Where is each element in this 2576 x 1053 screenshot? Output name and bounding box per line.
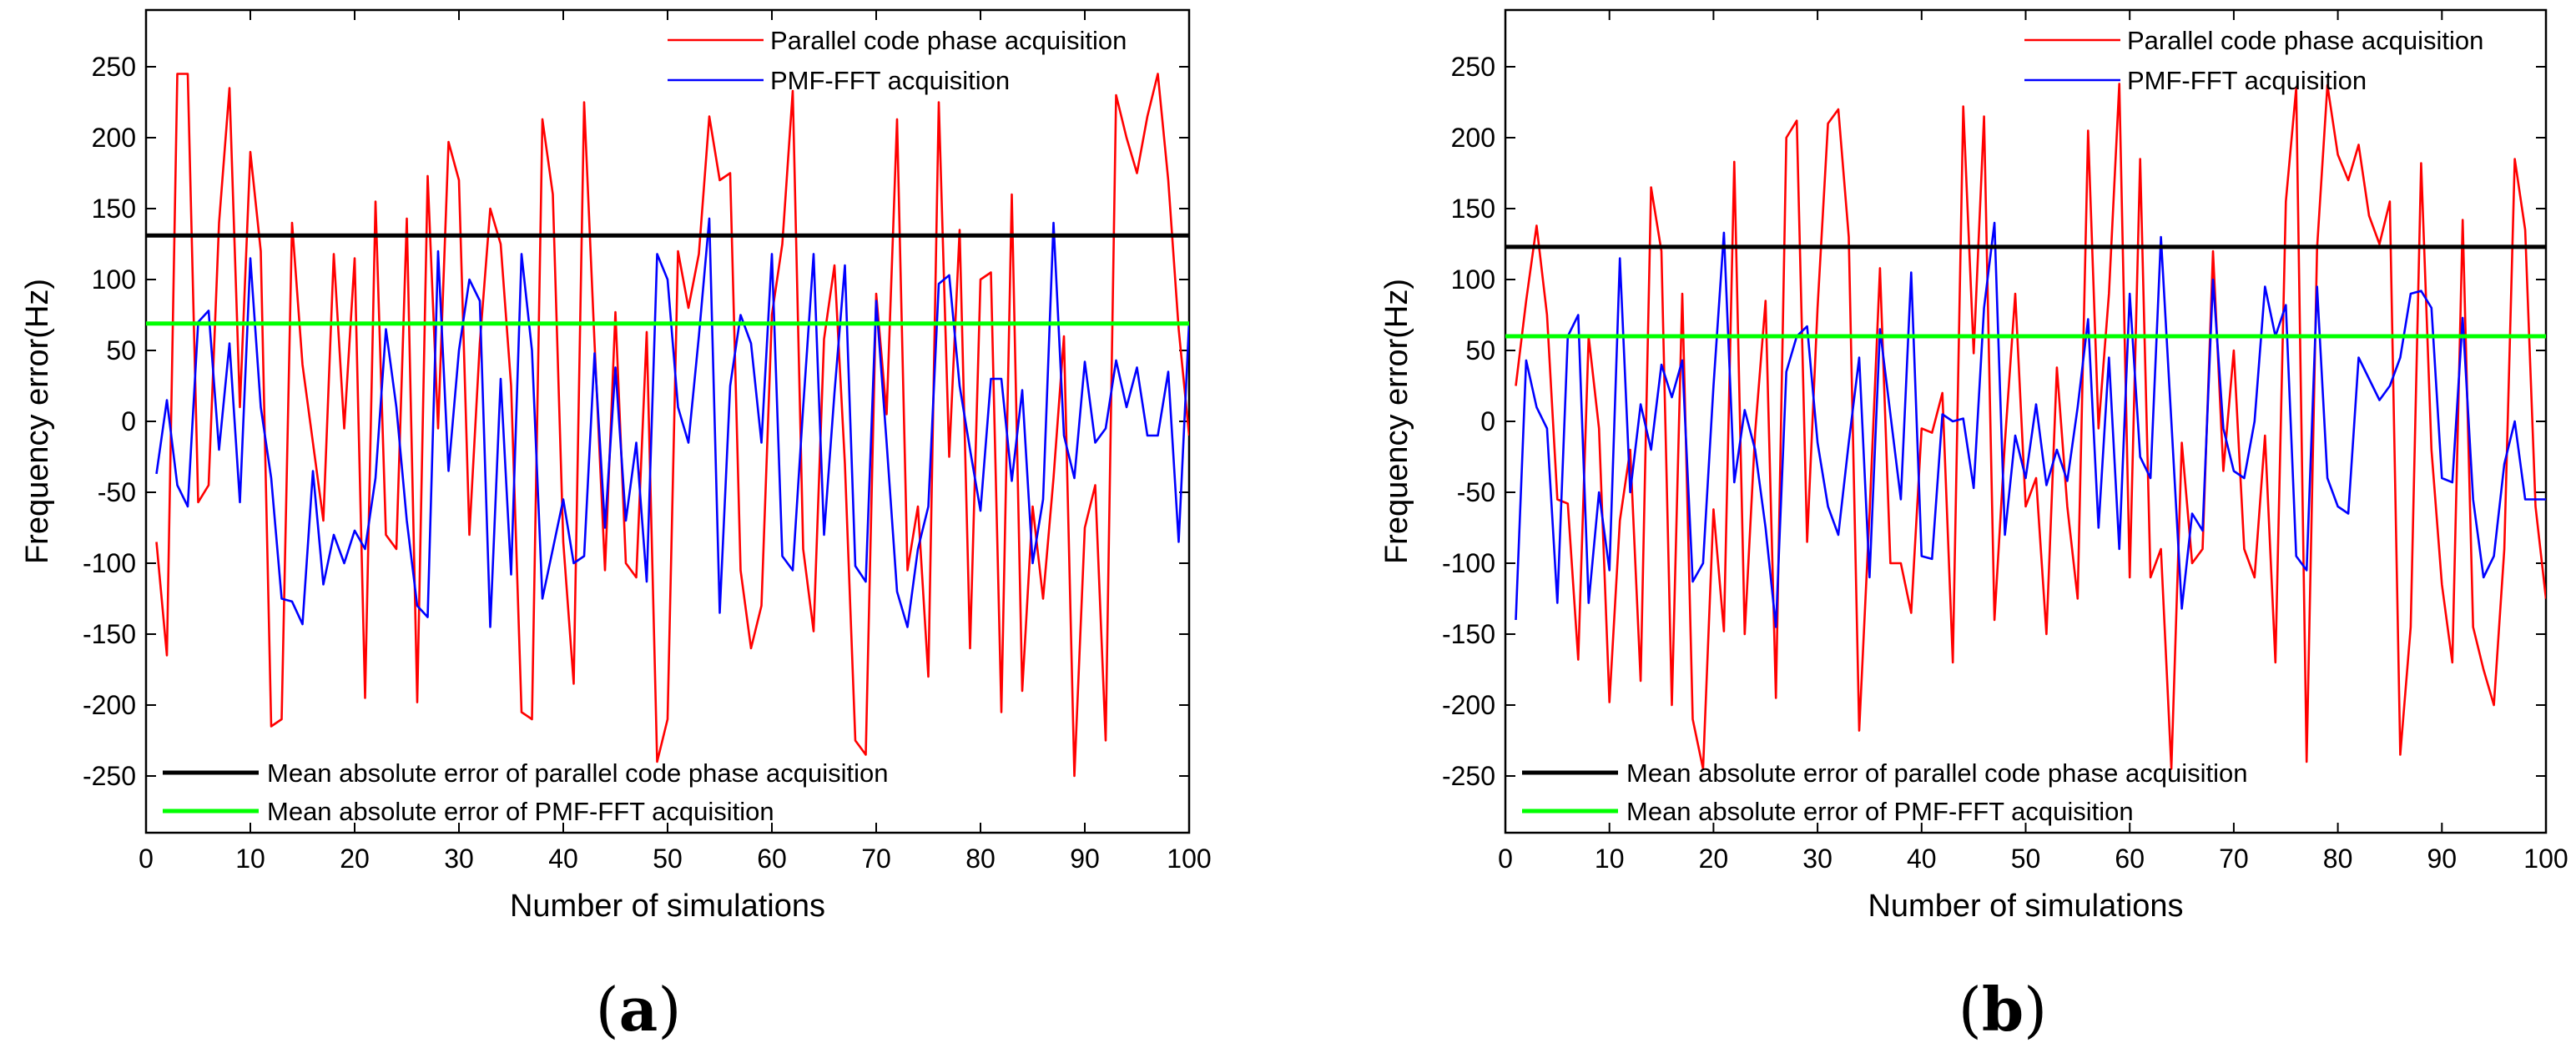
pmf-fft-line (1515, 221, 2546, 628)
x-tick-label: 50 (2011, 844, 2041, 874)
y-axis-label: Frequency error(Hz) (20, 279, 55, 564)
x-axis-label: Number of simulations (510, 889, 825, 924)
legend-entry-parallel-mean-label: Mean absolute error of parallel code pha… (1626, 758, 2247, 788)
x-tick-label: 40 (548, 844, 578, 874)
panel-a-chart: 0 10 20 30 40 50 60 70 80 90 100 -250 -200 -150 -100 -5… (20, 8, 1212, 1045)
x-tick-label: 70 (861, 844, 891, 874)
panel-label: (a) (596, 974, 682, 1045)
x-tick-label: 0 (1498, 844, 1513, 874)
y-tick-label: -100 (83, 548, 136, 578)
x-tick-label: 0 (139, 844, 154, 874)
x-tick-label: 30 (1802, 844, 1832, 874)
x-tick-label: 100 (1167, 844, 1211, 874)
y-tick-label: 0 (1480, 406, 1495, 436)
panel-label: (b) (1958, 974, 2048, 1045)
legend-entry-pmf-fft-mean-label: Mean absolute error of PMF-FFT acquisiti… (267, 797, 774, 826)
y-tick-label: -250 (1442, 761, 1495, 791)
x-tick-label: 100 (2523, 844, 2568, 874)
y-tick-label: 0 (121, 406, 136, 436)
y-tick-label: -50 (98, 477, 136, 507)
y-tick-label: 250 (1451, 52, 1495, 82)
x-tick-label: 10 (1595, 844, 1625, 874)
legend-entry-pmf-fft-label: PMF-FFT acquisition (770, 66, 1010, 95)
x-tick-label: 20 (1699, 844, 1729, 874)
y-tick-label: 50 (106, 335, 136, 365)
legend-entry-pmf-fft-mean-label: Mean absolute error of PMF-FFT acquisiti… (1626, 797, 2134, 826)
y-tick-label: 250 (92, 52, 136, 82)
y-tick-label: 150 (92, 194, 136, 224)
y-tick-label: -200 (1442, 690, 1495, 720)
plot-area (146, 73, 1189, 778)
y-tick-label: -150 (1442, 619, 1495, 649)
y-tick-label: 100 (1451, 265, 1495, 295)
x-tick-label: 70 (2219, 844, 2249, 874)
parallel-code-phase-line (1515, 83, 2546, 770)
legend-entry-parallel-label: Parallel code phase acquisition (2127, 26, 2483, 55)
y-tick-label: 50 (1465, 335, 1495, 365)
y-axis-label: Frequency error(Hz) (1379, 279, 1414, 564)
legend-entry-parallel-label: Parallel code phase acquisition (770, 26, 1127, 55)
y-tick-label: -100 (1442, 548, 1495, 578)
legend-entry-pmf-fft-label: PMF-FFT acquisition (2127, 66, 2367, 95)
y-tick-label: -200 (83, 690, 136, 720)
panel-b-chart: 0 10 20 30 40 50 60 70 80 90 100 -250 -200 -150 -100 -5… (1379, 8, 2568, 1045)
x-tick-label: 80 (2323, 844, 2353, 874)
x-tick-label: 80 (965, 844, 996, 874)
y-tick-label: -150 (83, 619, 136, 649)
legend-entry-parallel-mean-label: Mean absolute error of parallel code pha… (267, 758, 888, 788)
y-tick-label: 150 (1451, 194, 1495, 224)
y-tick-label: -250 (83, 761, 136, 791)
plot-area (1505, 83, 2546, 770)
x-axis-label: Number of simulations (1868, 889, 2183, 924)
x-tick-label: 60 (757, 844, 787, 874)
y-tick-label: 200 (1451, 123, 1495, 153)
x-tick-label: 30 (444, 844, 474, 874)
y-tick-label: 100 (92, 265, 136, 295)
x-tick-label: 90 (1070, 844, 1100, 874)
x-tick-label: 60 (2115, 844, 2145, 874)
x-tick-label: 20 (340, 844, 370, 874)
x-tick-label: 10 (235, 844, 265, 874)
x-tick-label: 90 (2427, 844, 2458, 874)
y-tick-label: -50 (1457, 477, 1495, 507)
pmf-fft-line (155, 217, 1189, 628)
x-tick-label: 40 (1907, 844, 1937, 874)
y-tick-label: 200 (92, 123, 136, 153)
x-tick-label: 50 (653, 844, 683, 874)
